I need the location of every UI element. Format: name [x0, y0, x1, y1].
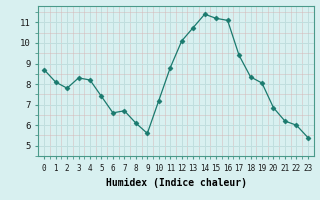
- X-axis label: Humidex (Indice chaleur): Humidex (Indice chaleur): [106, 178, 246, 188]
